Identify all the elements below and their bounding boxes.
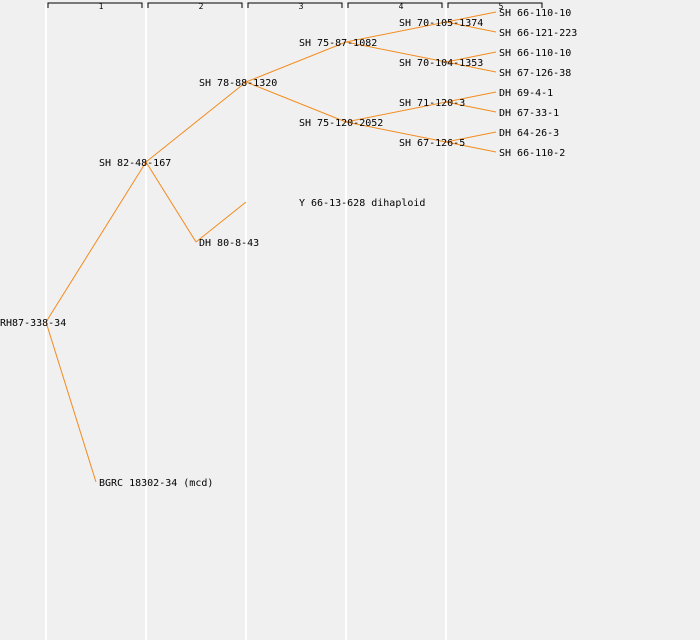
pedigree-edge	[145, 81, 247, 163]
pedigree-edge	[245, 81, 347, 123]
pedigree-node-label[interactable]: SH 75-87-1082	[299, 38, 377, 49]
generation-bracket	[147, 2, 243, 8]
generation-bracket	[247, 2, 343, 8]
pedigree-edge	[445, 91, 497, 103]
generation-label: 5	[499, 2, 504, 11]
pedigree-node-label[interactable]: DH 64-26-3	[499, 128, 559, 139]
pedigree-node-label[interactable]: BGRC 18302-34 (mcd)	[99, 478, 213, 489]
pedigree-node-label[interactable]: SH 66-110-10	[499, 8, 571, 19]
pedigree-edge	[445, 11, 497, 23]
pedigree-edge	[195, 201, 247, 243]
generation-label: 3	[299, 2, 304, 11]
pedigree-node-label[interactable]: SH 82-48-167	[99, 158, 171, 169]
pedigree-node-label[interactable]: SH 71-120-3	[399, 98, 465, 109]
pedigree-node-label[interactable]: Y 66-13-628 dihaploid	[299, 198, 425, 209]
pedigree-edge	[445, 101, 497, 113]
pedigree-edge	[345, 121, 447, 143]
pedigree-edge	[345, 21, 447, 43]
pedigree-node-label[interactable]: DH 69-4-1	[499, 88, 553, 99]
pedigree-edge	[345, 41, 447, 63]
pedigree-edge	[445, 21, 497, 33]
pedigree-edge	[45, 321, 97, 483]
pedigree-node-label[interactable]: SH 70-105-1374	[399, 18, 483, 29]
pedigree-node-label[interactable]: DH 67-33-1	[499, 108, 559, 119]
generation-bracket	[447, 2, 543, 8]
generation-label: 2	[199, 2, 204, 11]
pedigree-edge	[445, 141, 497, 153]
generation-bracket	[47, 2, 143, 8]
pedigree-edge	[345, 101, 447, 123]
pedigree-node-label[interactable]: RH87-338-34	[0, 318, 66, 329]
generation-label: 1	[99, 2, 104, 11]
pedigree-node-label[interactable]: SH 78-88-1320	[199, 78, 277, 89]
pedigree-edge	[245, 41, 347, 83]
pedigree-node-label[interactable]: SH 67-126-38	[499, 68, 571, 79]
pedigree-edge	[445, 61, 497, 73]
pedigree-node-label[interactable]: SH 66-121-223	[499, 28, 577, 39]
pedigree-node-label[interactable]: SH 70-104-1353	[399, 58, 483, 69]
pedigree-node-label[interactable]: SH 66-110-10	[499, 48, 571, 59]
pedigree-nodes: RH87-338-34 SH 82-48-167 BGRC 18302-34 (mc…	[0, 8, 577, 489]
pedigree-node-label[interactable]: SH 75-120-2052	[299, 118, 383, 129]
generation-bracket	[347, 2, 443, 8]
pedigree-edge	[45, 161, 147, 323]
pedigree-edges	[45, 11, 497, 483]
pedigree-edge	[145, 161, 197, 243]
generation-label: 4	[399, 2, 404, 11]
pedigree-node-label[interactable]: SH 67-126-5	[399, 138, 465, 149]
pedigree-edge	[445, 131, 497, 143]
pedigree-node-label[interactable]: DH 80-8-43	[199, 238, 259, 249]
pedigree-edge	[445, 51, 497, 63]
pedigree-node-label[interactable]: SH 66-110-2	[499, 148, 565, 159]
